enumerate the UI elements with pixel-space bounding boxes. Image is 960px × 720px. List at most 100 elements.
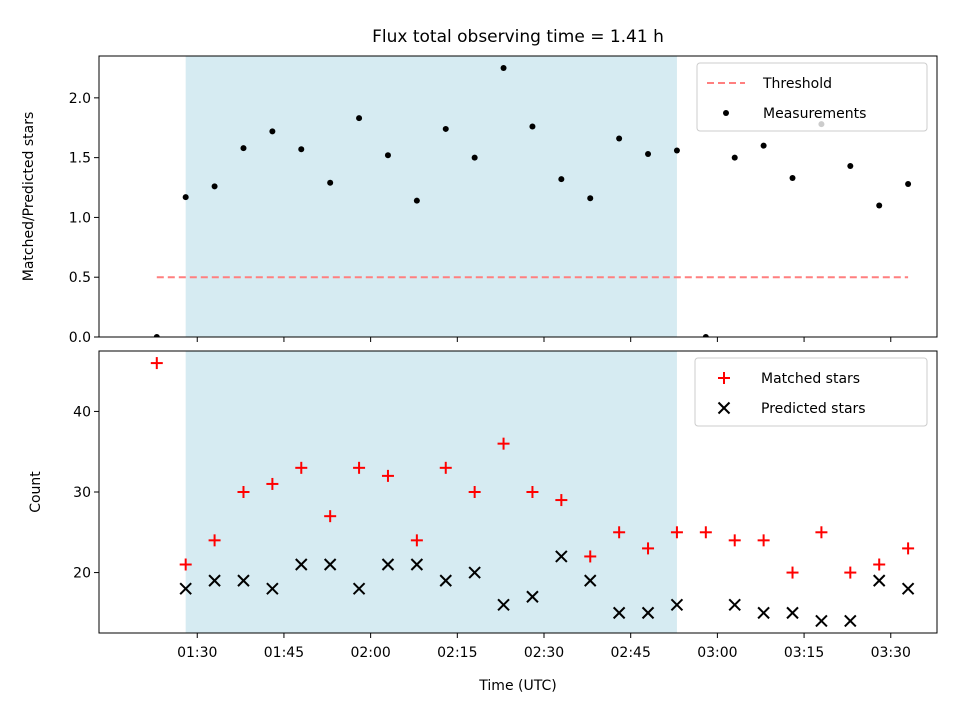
- legend: Matched stars Predicted stars: [694, 357, 928, 427]
- predicted-star-marker: [555, 550, 568, 563]
- matched-star-marker: [497, 437, 510, 450]
- chart-title: Flux total observing time = 1.41 h: [372, 27, 664, 47]
- measurement-point: [760, 142, 767, 149]
- y-tick-label: 1.0: [69, 210, 91, 226]
- measurement-point: [529, 123, 536, 130]
- measurement-point: [905, 180, 912, 187]
- axes-frame: [98, 55, 938, 338]
- measurement-point: [789, 174, 796, 181]
- x-tick-label: 02:30: [524, 645, 564, 661]
- observing-window-shade: [185, 351, 677, 633]
- x-tick-label: 02:00: [350, 645, 390, 661]
- predicted-star-marker: [352, 582, 366, 595]
- predicted-star-marker: [612, 606, 626, 620]
- y-tick-label: 0.0: [69, 330, 91, 346]
- legend-box: [694, 357, 928, 427]
- predicted-star-marker: [526, 590, 539, 603]
- predicted-star-marker: [439, 574, 452, 587]
- matched-star-marker: [844, 566, 857, 579]
- x-tick-label: 03:15: [784, 645, 824, 661]
- matched-star-marker: [439, 461, 452, 474]
- matched-star-marker: [815, 526, 828, 539]
- measurement-point: [558, 176, 565, 183]
- measurement-point: [240, 145, 247, 152]
- y-axis-label: Matched/Predicted stars: [21, 112, 37, 282]
- x-tick-label: 02:45: [611, 645, 651, 661]
- matched-star-marker: [353, 461, 366, 474]
- legend: Threshold Measurements: [696, 62, 928, 132]
- y-tick-label: 30: [73, 485, 91, 501]
- predicted-star-marker: [584, 574, 597, 587]
- measurement-point: [471, 154, 478, 161]
- matched-star-marker: [786, 566, 799, 579]
- measurement-point: [298, 146, 305, 153]
- measurement-point: [731, 154, 738, 161]
- predicted-star-marker: [815, 614, 828, 628]
- legend-measurement-swatch: [723, 110, 729, 116]
- measurement-point: [356, 115, 363, 122]
- legend-predicted-swatch: [717, 401, 731, 415]
- matched-star-marker: [237, 486, 250, 498]
- matched-star-marker: [642, 542, 655, 555]
- measurement-point: [673, 147, 680, 154]
- matched-star-marker: [179, 558, 192, 571]
- x-axis-label: Time (UTC): [478, 678, 556, 694]
- predicted-star-marker: [179, 582, 192, 595]
- predicted-star-marker: [497, 598, 510, 612]
- matched-star-marker: [584, 550, 597, 563]
- y-tick-label: 1.5: [69, 151, 91, 167]
- plot-area: [150, 357, 915, 628]
- predicted-star-marker: [670, 598, 684, 612]
- predicted-star-marker: [844, 614, 857, 628]
- y-tick-label: 20: [73, 566, 91, 582]
- matched-star-marker: [468, 486, 481, 498]
- predicted-star-marker: [901, 582, 915, 595]
- y-axis-label: Count: [28, 471, 44, 513]
- predicted-star-marker: [757, 606, 770, 620]
- matched-star-marker: [613, 526, 626, 539]
- y-tick-label: 0.5: [69, 270, 91, 286]
- legend-matched-swatch: [718, 372, 730, 384]
- x-tick-label: 03:00: [697, 645, 737, 661]
- measurement-point: [645, 151, 652, 158]
- x-tick-label: 01:30: [177, 645, 217, 661]
- predicted-star-marker: [323, 558, 337, 571]
- matched-star-marker: [555, 494, 568, 507]
- legend-label: Threshold: [762, 76, 832, 92]
- measurement-point: [847, 163, 854, 170]
- predicted-star-marker: [468, 566, 481, 579]
- matched-star-marker: [902, 542, 915, 555]
- predicted-star-marker: [641, 606, 655, 620]
- legend-label: Predicted stars: [761, 401, 866, 417]
- legend-label: Matched stars: [761, 371, 860, 387]
- measurement-point: [211, 183, 218, 190]
- measurement-point: [702, 334, 709, 337]
- matched-star-marker: [410, 534, 423, 547]
- matched-star-marker: [873, 558, 886, 571]
- observing-window-shade: [185, 56, 677, 337]
- predicted-star-marker: [237, 574, 250, 587]
- matched-star-marker: [670, 526, 683, 539]
- matched-star-marker: [266, 477, 279, 490]
- predicted-star-marker: [728, 598, 741, 612]
- predicted-star-marker: [410, 558, 424, 571]
- measurement-point: [182, 194, 189, 201]
- bottom-panel: 20 30 40 01:30 01:45 02:00 02:15 02:30 02:45 03:0…: [28, 350, 938, 661]
- matched-star-marker: [757, 534, 770, 547]
- matched-star-marker: [728, 534, 741, 547]
- predicted-star-marker: [208, 574, 221, 587]
- matched-star-marker: [208, 534, 221, 547]
- matched-star-marker: [295, 461, 308, 474]
- matched-star-marker: [150, 357, 163, 370]
- measurement-point: [384, 152, 391, 159]
- measurement-point: [587, 195, 594, 202]
- legend-label: Measurements: [763, 106, 866, 122]
- plot-area: [153, 64, 912, 337]
- x-tick-label: 01:45: [264, 645, 304, 661]
- predicted-star-marker: [266, 582, 279, 595]
- measurement-point: [327, 179, 334, 186]
- predicted-star-marker: [381, 558, 395, 571]
- measurement-point: [442, 125, 449, 132]
- measurement-point: [500, 64, 507, 71]
